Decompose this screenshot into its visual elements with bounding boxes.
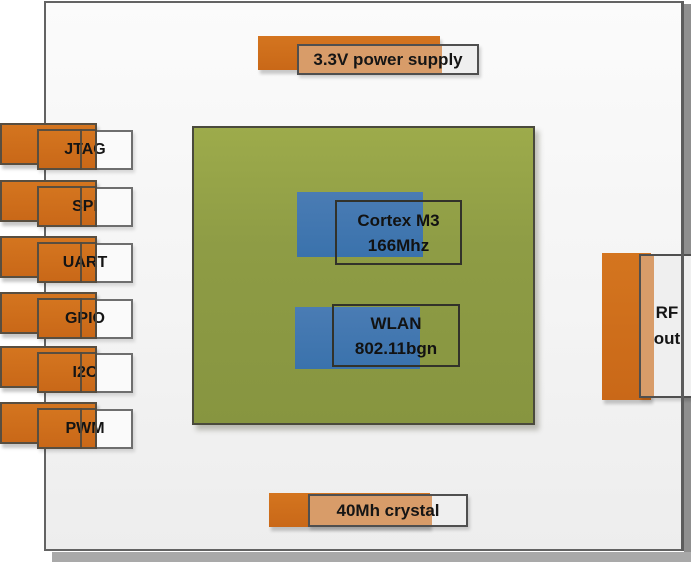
wlan-box: WLAN 802.11bgn [332, 304, 460, 367]
cpu-name: Cortex M3 [357, 210, 440, 230]
rf-out-label-line2: out [653, 329, 681, 348]
pin-divider [95, 352, 97, 393]
pin-divider [80, 408, 82, 449]
pin-divider [95, 242, 97, 283]
pin-divider [95, 298, 97, 339]
power-supply-label-box: 3.3V power supply [297, 44, 479, 75]
port-label: I2C [72, 364, 98, 381]
crystal-label-box: 40Mh crystal [308, 494, 468, 527]
port-spi: SPI [0, 180, 140, 230]
port-label: GPIO [64, 310, 105, 327]
port-pin-block [37, 298, 97, 339]
port-uart: UART [0, 236, 140, 286]
pin-divider [80, 298, 82, 339]
power-supply-tint [299, 46, 442, 73]
cpu-fill-block [297, 192, 423, 257]
pin-divider [80, 352, 82, 393]
soc-block [192, 126, 535, 425]
port-pin-block [37, 186, 97, 227]
port-jtag: JTAG [0, 123, 140, 173]
port-label: JTAG [64, 141, 106, 158]
pin-divider [80, 186, 82, 227]
pin-divider [95, 186, 97, 227]
power-supply-label: 3.3V power supply [313, 49, 463, 69]
wlan-name: WLAN [370, 313, 422, 333]
rf-out-tint [641, 256, 654, 396]
port-pwm: PWM [0, 402, 140, 452]
rf-out-label-line1: RF [655, 303, 679, 322]
crystal-label: 40Mh crystal [336, 500, 440, 520]
port-label: PWM [65, 420, 105, 437]
chip-right-border [681, 1, 684, 551]
pin-divider [95, 408, 97, 449]
pin-divider [80, 242, 82, 283]
crystal-tint [310, 496, 432, 525]
cpu-box: Cortex M3 166Mhz [335, 200, 462, 265]
port-gpio: GPIO [0, 292, 140, 342]
wlan-fill-block [295, 307, 420, 369]
port-label: SPI [72, 198, 98, 215]
port-label: UART [62, 254, 108, 271]
port-pin-block [37, 242, 97, 283]
port-pin-block [37, 352, 97, 393]
cpu-clock: 166Mhz [367, 235, 430, 255]
port-i2c: I2C [0, 346, 140, 396]
pin-divider [80, 129, 82, 170]
wlan-standard: 802.11bgn [354, 338, 438, 358]
chip-shadow-bottom [52, 552, 691, 562]
pin-divider [95, 129, 97, 170]
